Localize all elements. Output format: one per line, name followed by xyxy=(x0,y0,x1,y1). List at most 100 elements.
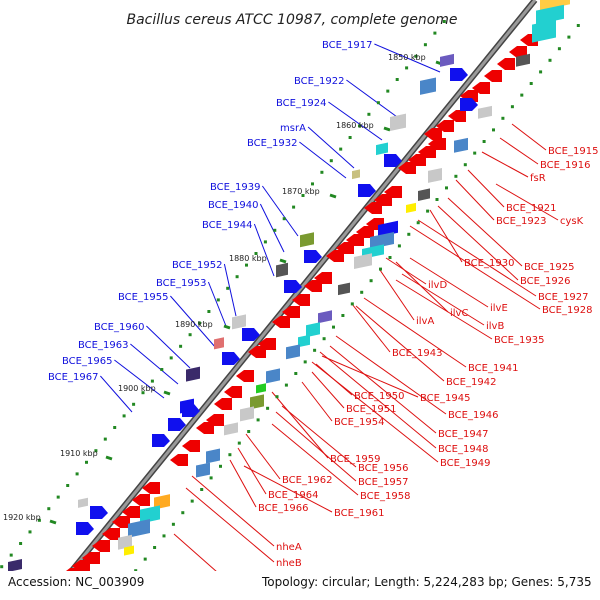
gene-label-reverse: ilvC xyxy=(450,308,468,319)
gene-feature-block xyxy=(300,232,314,248)
reverse-gene-arrow xyxy=(102,528,120,540)
leader-line-reverse xyxy=(437,205,519,281)
minor-tick xyxy=(284,383,288,387)
gene-feature-block xyxy=(8,559,22,572)
minor-tick xyxy=(369,279,373,283)
gene-feature-block xyxy=(118,534,132,550)
forward-gene-arrow xyxy=(90,506,108,519)
minor-tick xyxy=(150,379,154,383)
gene-label-reverse: BCE_1927 xyxy=(538,292,588,303)
gene-label-reverse: nheA xyxy=(276,542,302,553)
gene-label-forward: BCE_1932 xyxy=(247,138,297,149)
minor-tick xyxy=(463,163,467,167)
minor-tick xyxy=(66,484,70,487)
gene-feature-block xyxy=(140,505,160,524)
gene-label-reverse: BCE_1957 xyxy=(358,477,408,488)
leader-line-reverse xyxy=(311,361,439,463)
reverse-gene-arrow xyxy=(182,440,200,452)
minor-tick xyxy=(313,348,317,352)
minor-tick xyxy=(28,530,32,534)
gene-feature-block xyxy=(376,142,388,156)
minor-tick xyxy=(162,534,166,538)
leader-line-reverse xyxy=(409,225,541,310)
minor-tick xyxy=(329,159,333,163)
minor-tick xyxy=(407,232,411,236)
reverse-gene-arrow xyxy=(472,82,490,94)
gene-label-forward: BCE_1960 xyxy=(94,322,144,333)
gene-label-forward: BCE_1953 xyxy=(156,278,206,289)
gene-label-reverse: BCE_1946 xyxy=(448,410,498,421)
minor-tick xyxy=(143,557,147,561)
minor-tick xyxy=(386,89,390,93)
scale-label: 1910 kbp xyxy=(60,449,98,458)
gene-feature-block xyxy=(440,53,454,67)
minor-tick xyxy=(181,511,185,515)
minor-tick xyxy=(275,395,279,399)
gene-label-forward: BCE_1967 xyxy=(48,372,98,383)
leader-line-reverse xyxy=(185,487,275,563)
gene-feature-block xyxy=(536,4,564,25)
gene-feature-block xyxy=(354,253,372,270)
label-leader-lines xyxy=(100,43,559,588)
gene-label-reverse: BCE_1945 xyxy=(420,393,470,404)
gene-label-reverse: BCE_1956 xyxy=(358,463,408,474)
scale-major-tick xyxy=(329,193,337,199)
minor-tick xyxy=(169,356,173,360)
gene-label-reverse: BCE_1942 xyxy=(446,377,496,388)
leader-line-reverse xyxy=(447,197,523,267)
reverse-gene-arrow xyxy=(509,46,527,58)
gene-label-forward: BCE_1963 xyxy=(78,340,128,351)
minor-tick xyxy=(132,402,136,406)
leader-line-forward xyxy=(170,295,217,349)
gene-label-forward: BCE_1965 xyxy=(62,356,112,367)
genome-stats-text: Topology: circular; Length: 5,224,283 bp… xyxy=(261,575,592,589)
gene-feature-block xyxy=(286,344,300,360)
leader-line-reverse xyxy=(455,179,495,221)
forward-gene-arrow xyxy=(358,184,376,197)
leader-line-reverse xyxy=(335,335,447,415)
minor-tick xyxy=(56,495,60,499)
reverse-gene-arrow xyxy=(224,386,242,398)
leader-line-forward xyxy=(130,343,179,385)
minor-tick xyxy=(339,147,343,151)
leader-line-reverse xyxy=(229,459,257,508)
gene-label-reverse: nheB xyxy=(276,558,302,569)
minor-tick xyxy=(454,174,458,178)
scale-major-tick xyxy=(105,455,113,461)
reverse-gene-arrow xyxy=(436,120,454,132)
gene-feature-block xyxy=(318,310,332,324)
minor-tick xyxy=(435,198,439,201)
scale-major-tick xyxy=(223,324,231,330)
gene-feature-block xyxy=(478,105,492,119)
minor-tick xyxy=(442,20,446,23)
gene-label-reverse: BCE_1964 xyxy=(268,490,318,501)
gene-feature-block xyxy=(124,545,134,556)
gene-feature-block xyxy=(128,519,150,538)
minor-tick xyxy=(237,441,241,445)
minor-tick xyxy=(198,321,201,325)
minor-tick xyxy=(273,228,277,232)
scale-tick-marks xyxy=(0,20,580,573)
minor-tick xyxy=(179,344,183,348)
minor-tick xyxy=(322,337,326,341)
minor-tick xyxy=(47,507,51,511)
reverse-gene-arrow xyxy=(206,414,224,426)
leader-line-reverse xyxy=(511,123,547,151)
reverse-gene-arrow xyxy=(292,294,310,306)
leader-line-reverse xyxy=(329,345,437,434)
minor-tick xyxy=(245,263,248,267)
minor-tick xyxy=(548,58,552,62)
gene-label-reverse: BCE_1958 xyxy=(360,491,410,502)
gene-label-forward: BCE_1917 xyxy=(322,40,372,51)
minor-tick xyxy=(113,426,117,429)
leader-line-reverse xyxy=(379,269,415,321)
reverse-gene-arrow xyxy=(258,338,276,350)
minor-tick xyxy=(256,418,260,422)
gene-label-reverse: BCE_1926 xyxy=(520,276,570,287)
leader-line-reverse xyxy=(271,391,329,459)
leader-line-forward xyxy=(261,185,299,237)
scale-label: 1870 kbp xyxy=(282,187,320,196)
leader-line-reverse xyxy=(499,137,539,165)
gene-feature-block xyxy=(232,314,246,330)
